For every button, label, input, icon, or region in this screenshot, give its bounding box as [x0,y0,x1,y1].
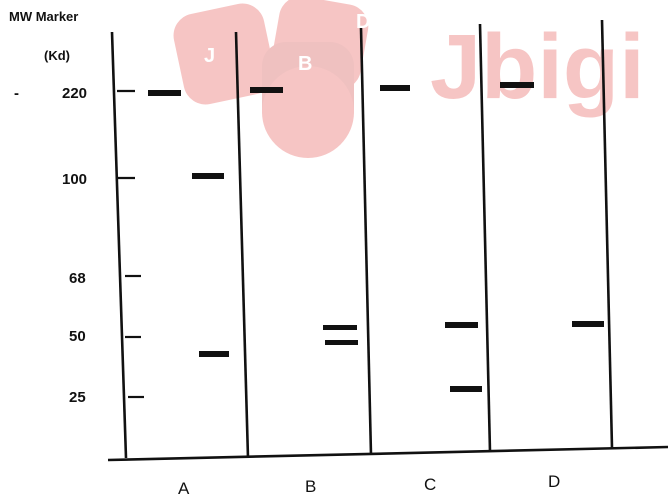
band-lane-b-50-lower [325,340,358,345]
protein-bands [148,82,604,392]
kd-unit-label: (Kd) [44,48,70,63]
gel-baseline [107,445,668,462]
dice-letter-b: B [298,53,312,75]
mw-label-25: 25 [69,389,86,406]
lane-label-b: B [305,477,316,496]
marker-axis-line [110,31,128,459]
band-lane-d-50 [572,321,604,327]
mw-marker-header: MW Marker [9,9,78,24]
mw-label-220: 220 [62,85,87,102]
mw-label-50: 50 [69,328,86,345]
mw-label-68: 68 [69,270,86,287]
dice-icon: J B D [173,0,370,158]
band-lane-d-220 [500,82,534,88]
watermark-text: Jbigi [430,16,645,118]
marker-dash: - [14,85,19,102]
mw-label-100: 100 [62,171,87,188]
lane-label-c: C [424,475,436,494]
band-lane-b-220 [250,87,283,93]
lane-divider-3 [478,23,492,453]
band-lane-c-220 [380,85,410,91]
band-lane-a-100 [192,173,224,179]
lane-divider-4 [600,19,614,449]
lane-divider-2 [359,27,373,456]
dice-letter-j: J [204,45,215,67]
lane-lines [107,19,668,462]
band-lane-c-25 [450,386,482,392]
band-lane-c-50 [445,322,478,328]
lane-label-d: D [548,472,560,491]
band-lane-a-low [199,351,229,357]
band-lane-a-220 [148,90,181,96]
dice-letter-d: D [356,11,370,33]
watermark-logo: J B D Jbigi [173,0,645,158]
lane-label-a: A [178,479,190,498]
band-lane-b-50-upper [323,325,357,330]
mw-tick-marks [117,89,144,399]
lane-divider-1 [234,31,250,459]
